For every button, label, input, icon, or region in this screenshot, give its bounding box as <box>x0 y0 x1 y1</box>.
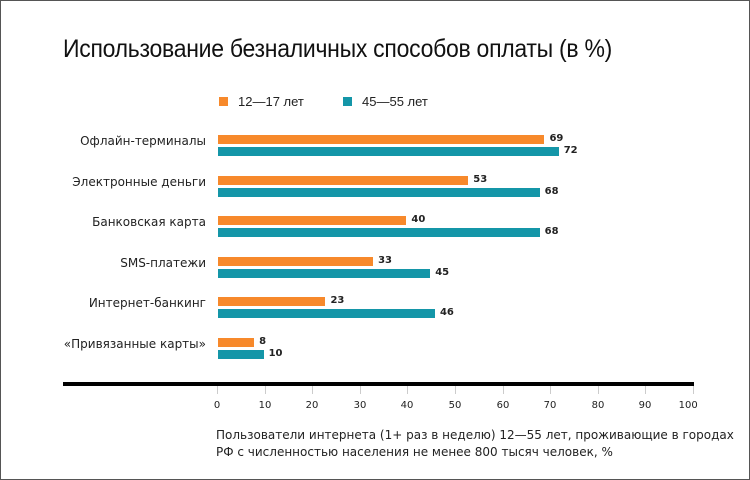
x-axis-line <box>63 382 694 386</box>
x-tick-label: 30 <box>353 400 367 411</box>
x-tick-mark <box>217 386 218 394</box>
x-tick-label: 0 <box>213 400 221 411</box>
legend-item-12-17: 12—17 лет <box>219 92 304 110</box>
bar-series-45-55 <box>217 349 265 360</box>
category-label: Интернет-банкинг <box>88 296 206 310</box>
bar-series-45-55 <box>217 308 436 319</box>
category-label: Офлайн-терминалы <box>80 134 206 148</box>
bar-series-45-55 <box>217 187 541 198</box>
category-label: SMS-платежи <box>120 256 206 270</box>
bar-series-45-55 <box>217 268 432 279</box>
data-label: 8 <box>259 336 267 347</box>
legend-item-45-55: 45—55 лет <box>343 92 428 110</box>
bar-series-12-17 <box>217 134 546 145</box>
chart-title: Использование безналичных способов оплат… <box>63 35 613 63</box>
data-label: 45 <box>435 267 450 278</box>
category-label: Банковская карта <box>92 215 206 229</box>
x-tick-label: 20 <box>305 400 319 411</box>
x-tick-label: 50 <box>448 400 462 411</box>
category-label: «Привязанные карты» <box>63 337 206 351</box>
x-tick-label: 70 <box>543 400 557 411</box>
x-tick-label: 90 <box>638 400 652 411</box>
data-label: 10 <box>268 348 283 359</box>
x-tick-label: 40 <box>400 400 414 411</box>
bar-series-12-17 <box>217 296 327 307</box>
bar-series-12-17 <box>217 215 408 226</box>
x-tick-mark <box>550 386 551 394</box>
data-label: 72 <box>563 145 578 156</box>
data-label: 40 <box>411 214 426 225</box>
data-label: 68 <box>544 186 559 197</box>
bar-series-45-55 <box>217 227 541 238</box>
x-tick-mark <box>312 386 313 394</box>
x-tick-mark <box>455 386 456 394</box>
data-label: 53 <box>473 174 488 185</box>
x-tick-mark <box>598 386 599 394</box>
x-tick-mark <box>503 386 504 394</box>
bar-series-12-17 <box>217 256 375 267</box>
x-tick-label: 10 <box>258 400 272 411</box>
legend-swatch-orange <box>219 96 228 106</box>
data-label: 46 <box>439 307 454 318</box>
note-line-2: РФ с численностью населения не менее 800… <box>216 445 613 459</box>
legend-label: 12—17 лет <box>238 93 304 109</box>
x-tick-label: 60 <box>496 400 510 411</box>
category-label: Электронные деньги <box>72 175 206 189</box>
x-tick-mark <box>693 386 694 394</box>
x-tick-mark <box>645 386 646 394</box>
data-label: 23 <box>330 295 345 306</box>
x-tick-mark <box>265 386 266 394</box>
x-tick-label: 80 <box>591 400 605 411</box>
bar-series-12-17 <box>217 175 470 186</box>
x-tick-label: 100 <box>678 400 698 411</box>
data-label: 33 <box>378 255 392 266</box>
chart-note: Пользователи интернета (1+ раз в неделю)… <box>216 427 734 461</box>
x-tick-mark <box>407 386 408 394</box>
legend-label: 45—55 лет <box>362 93 428 109</box>
bar-series-45-55 <box>217 146 560 157</box>
x-tick-mark <box>360 386 361 394</box>
bar-series-12-17 <box>217 337 256 348</box>
data-label: 69 <box>549 133 564 144</box>
legend-swatch-teal <box>343 96 352 106</box>
data-label: 68 <box>544 226 559 237</box>
note-line-1: Пользователи интернета (1+ раз в неделю)… <box>216 428 734 442</box>
